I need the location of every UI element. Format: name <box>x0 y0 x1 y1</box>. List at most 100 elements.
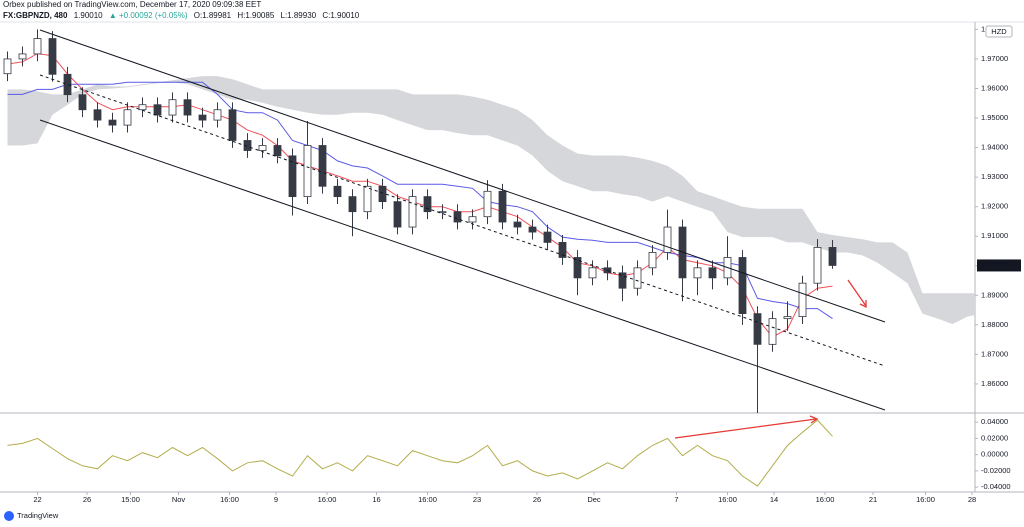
x-tick-label: 16:00 <box>916 495 935 504</box>
candle-body <box>78 94 87 111</box>
y-tick-label: -0.04000 <box>981 482 1011 491</box>
candle-body <box>753 313 762 345</box>
oscillator-pane <box>7 415 833 487</box>
x-tick-label: 16:00 <box>816 495 835 504</box>
candle-body <box>48 38 57 75</box>
candle-body <box>408 196 417 228</box>
candle-body <box>588 267 597 279</box>
arrow-head <box>809 415 819 424</box>
candle-body <box>768 318 777 345</box>
x-tick-label: 15:00 <box>121 495 140 504</box>
y-tick-label: 1.97000 <box>981 54 1008 63</box>
x-tick-label: 16:00 <box>418 495 437 504</box>
oscillator-line <box>7 419 833 487</box>
candle-body <box>783 316 792 320</box>
x-tick-label: Nov <box>172 495 186 504</box>
badge-box <box>985 25 1013 38</box>
y-tick-label: 1.96000 <box>981 83 1008 92</box>
last-price-label: 1.90010 <box>981 260 1008 269</box>
candle-body <box>228 109 237 141</box>
x-tick-label: 16:00 <box>718 495 737 504</box>
candle-body <box>273 145 282 157</box>
candle-body <box>333 185 342 198</box>
last-price-box <box>977 259 1021 272</box>
candle-body <box>663 226 672 253</box>
candle-body <box>63 73 72 96</box>
x-tick-label: 16 <box>372 495 380 504</box>
ohlc-key: L: <box>281 11 288 20</box>
logo-icon <box>4 511 14 521</box>
x-tick-label: 16:00 <box>318 495 337 504</box>
channel-upper <box>39 29 886 323</box>
arrow-head <box>859 300 867 309</box>
symbol-line: FX:GBPNZD, 480 1.90010 ▲ +0.00092 (+0.05… <box>3 11 360 20</box>
x-tick-label: 7 <box>674 495 678 504</box>
candle-body <box>108 119 117 126</box>
candle-body <box>498 190 507 223</box>
publisher: Orbex published on TradingView.com, Dece… <box>3 0 261 9</box>
ohlc-value: 1.90010 <box>330 11 359 20</box>
candle-body <box>168 99 177 116</box>
x-tick-label: 14 <box>770 495 778 504</box>
y-tick-label: -0.02000 <box>981 466 1011 475</box>
candle-body <box>618 272 627 289</box>
candle-body <box>543 231 552 243</box>
last: 1.90010 <box>74 11 103 20</box>
candle-body <box>258 145 267 151</box>
y-tick-label: 1.95000 <box>981 113 1008 122</box>
candle-body <box>633 267 642 289</box>
cloud <box>7 76 975 324</box>
candle-body <box>3 58 12 75</box>
candle-body <box>648 252 657 269</box>
y-tick-label: 0.00000 <box>981 450 1008 459</box>
candle-body <box>573 257 582 279</box>
candle-body <box>483 190 492 218</box>
candle-body <box>198 114 207 121</box>
candle-body <box>558 242 567 258</box>
y-tick-label: 0.02000 <box>981 433 1008 442</box>
ohlc-key: O: <box>194 11 202 20</box>
ohlc-value: 1.89981 <box>202 11 231 20</box>
candle-body <box>798 282 807 317</box>
x-tick-label: 9 <box>274 495 278 504</box>
candle-body <box>468 216 477 223</box>
candle-body <box>303 145 312 198</box>
candle-body <box>693 267 702 279</box>
x-tick-label: 26 <box>83 495 91 504</box>
y-tick-label: 1.93000 <box>981 172 1008 181</box>
y-tick-label: 1.86000 <box>981 379 1008 388</box>
y-tick-label: 1.88000 <box>981 320 1008 329</box>
symbol: FX:GBPNZD, 480 <box>3 11 68 20</box>
candle-body <box>33 38 42 55</box>
candle-body <box>213 109 222 121</box>
candle-body <box>438 211 447 214</box>
candle-body <box>318 145 327 187</box>
ohlc-key: H: <box>237 11 245 20</box>
candle-body <box>393 201 402 228</box>
x-tick-label: 16:00 <box>220 495 239 504</box>
ohlc-key: C: <box>322 11 330 20</box>
indicator-line <box>7 81 833 320</box>
badge: HZD <box>991 27 1007 36</box>
channel <box>39 29 886 411</box>
y-tick-label: 1.94000 <box>981 143 1008 152</box>
channel-middle <box>39 74 886 367</box>
candle-body <box>138 104 147 111</box>
candle-body <box>123 109 132 126</box>
candle-body <box>513 221 522 228</box>
axes: 1.860001.870001.880001.890001.900001.910… <box>33 24 1021 504</box>
y-tick-label: 1.92000 <box>981 202 1008 211</box>
candle-body <box>243 140 252 151</box>
candle-body <box>288 155 297 198</box>
main-pane <box>3 29 975 413</box>
candle-body <box>18 53 27 60</box>
x-tick-label: 22 <box>33 495 41 504</box>
candle-body <box>708 267 717 279</box>
x-tick-label: 23 <box>473 495 481 504</box>
arrow <box>674 418 817 439</box>
y-tick-label: 1.87000 <box>981 349 1008 358</box>
candle-body <box>813 247 822 284</box>
